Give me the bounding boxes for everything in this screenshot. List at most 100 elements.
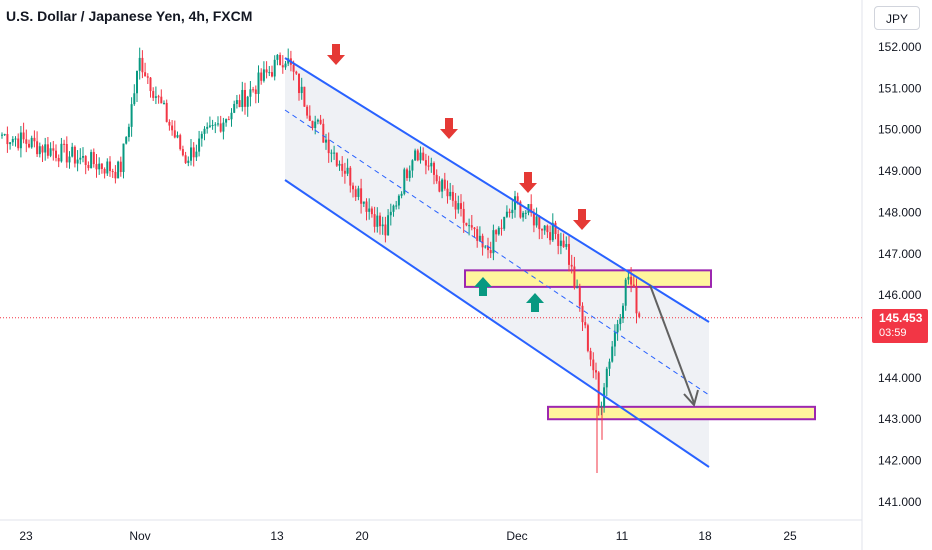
candle-body <box>95 164 98 170</box>
candle-body <box>22 132 25 140</box>
projection-arrow-icon <box>683 389 699 408</box>
candle-body <box>343 170 346 174</box>
candle-body <box>241 89 244 108</box>
candle-body <box>549 232 552 241</box>
price-zone <box>547 405 816 421</box>
y-axis-tick-label: 147.000 <box>878 247 922 261</box>
candle-body <box>319 119 322 124</box>
candle-body <box>330 152 333 154</box>
candle-body <box>284 63 287 68</box>
candle-body <box>17 138 20 149</box>
candle-body <box>33 137 36 142</box>
candle-body <box>325 139 327 143</box>
candle-body <box>281 65 284 68</box>
candle-body <box>538 216 541 230</box>
candle-body <box>49 148 52 156</box>
candle-body <box>541 229 543 231</box>
candle-body <box>114 171 117 179</box>
candle-body <box>127 126 130 138</box>
candle-body <box>543 225 546 231</box>
candle-body <box>354 189 357 197</box>
candle-body <box>63 143 66 145</box>
candle-body <box>119 161 122 173</box>
candle-body <box>362 201 365 204</box>
candle-body <box>352 185 354 190</box>
candle-body <box>292 64 295 72</box>
candle-body <box>522 212 525 218</box>
candle-body <box>92 152 95 165</box>
candle-body <box>316 119 319 122</box>
candle-body <box>154 96 157 98</box>
candle-body <box>565 243 568 247</box>
candle-body <box>200 133 203 139</box>
candle-body <box>130 104 133 127</box>
candle-body <box>387 215 390 236</box>
candle-body <box>79 157 82 160</box>
channel-mid-line <box>284 109 710 396</box>
candle-body <box>576 287 579 289</box>
candle-body <box>252 89 255 91</box>
projection-line <box>649 284 695 404</box>
candle-body <box>592 359 595 371</box>
candle-body <box>225 119 228 123</box>
candle-body <box>462 208 465 223</box>
candle-body <box>111 171 114 173</box>
down-arrow-icon <box>573 209 591 230</box>
candle-body <box>473 227 476 230</box>
candle-body <box>198 138 201 152</box>
candle-body <box>392 205 395 212</box>
candle-body <box>495 230 498 235</box>
candle-body <box>122 143 125 173</box>
candle-body <box>106 161 109 174</box>
candle-body <box>249 89 252 97</box>
y-axis-tick-label: 146.000 <box>878 288 922 302</box>
candle-body <box>608 361 611 369</box>
candle-body <box>295 71 298 74</box>
candle-body <box>168 121 171 126</box>
candle-body <box>554 222 557 235</box>
candle-body <box>268 72 271 74</box>
candle-body <box>489 250 492 254</box>
currency-button[interactable]: JPY <box>874 6 920 30</box>
candle-body <box>373 214 376 227</box>
y-axis-tick-label: 141.000 <box>878 495 922 509</box>
candle-body <box>30 137 33 148</box>
candle-body <box>160 96 163 104</box>
candle-body <box>451 191 454 201</box>
candle-body <box>306 106 309 116</box>
candle-body <box>46 144 49 156</box>
x-axis-tick-label: 11 <box>616 529 629 543</box>
candle-body <box>605 368 608 388</box>
candle-body <box>627 276 630 280</box>
candle-body <box>14 138 17 140</box>
candle-body <box>586 325 589 351</box>
candle-body <box>208 125 211 127</box>
candle-body <box>389 211 392 216</box>
candle-body <box>109 161 111 172</box>
candle-body <box>311 120 314 129</box>
candle-body <box>44 144 47 153</box>
candle-body <box>481 235 484 248</box>
candle-body <box>505 211 508 217</box>
candle-body <box>616 324 619 333</box>
candle-body <box>370 208 373 215</box>
candle-body <box>457 203 460 210</box>
candle-body <box>460 203 462 209</box>
candle-body <box>573 266 576 288</box>
y-axis-tick-label: 152.000 <box>878 40 922 54</box>
candle-body <box>638 313 641 317</box>
candle-body <box>478 235 481 241</box>
candle-body <box>408 170 411 179</box>
candle-body <box>141 57 144 73</box>
candle-body <box>149 77 152 92</box>
candle-body <box>568 243 570 265</box>
candle-body <box>335 152 338 166</box>
candle-body <box>57 157 60 162</box>
candle-body <box>244 89 246 107</box>
candle-body <box>435 174 438 182</box>
candle-body <box>179 135 182 150</box>
candle-body <box>11 139 14 143</box>
candle-body <box>133 93 136 105</box>
